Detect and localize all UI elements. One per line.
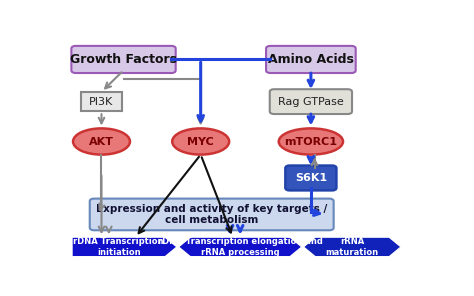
Ellipse shape bbox=[172, 128, 229, 155]
Polygon shape bbox=[303, 237, 401, 257]
Text: rDNA Transcription
initiation: rDNA Transcription initiation bbox=[73, 237, 164, 257]
Ellipse shape bbox=[279, 128, 343, 155]
Text: Amino Acids: Amino Acids bbox=[268, 53, 354, 66]
Text: mTORC1: mTORC1 bbox=[284, 136, 337, 147]
Text: PI3K: PI3K bbox=[90, 96, 114, 107]
Text: rDNA Transcription elongation and
rRNA processing: rDNA Transcription elongation and rRNA p… bbox=[158, 237, 323, 257]
Polygon shape bbox=[72, 237, 177, 257]
FancyBboxPatch shape bbox=[266, 46, 356, 73]
Text: AKT: AKT bbox=[89, 136, 114, 147]
FancyBboxPatch shape bbox=[270, 89, 352, 114]
Text: Growth Factors: Growth Factors bbox=[70, 53, 177, 66]
Text: Rag GTPase: Rag GTPase bbox=[278, 96, 344, 107]
Text: Expression and activity of key targets /
cell metabolism: Expression and activity of key targets /… bbox=[96, 204, 328, 225]
Ellipse shape bbox=[73, 128, 130, 155]
Text: MYC: MYC bbox=[187, 136, 214, 147]
FancyBboxPatch shape bbox=[72, 46, 176, 73]
Text: S6K1: S6K1 bbox=[295, 173, 327, 183]
FancyBboxPatch shape bbox=[285, 165, 337, 190]
Polygon shape bbox=[179, 237, 301, 257]
FancyBboxPatch shape bbox=[90, 199, 334, 230]
FancyBboxPatch shape bbox=[82, 92, 122, 111]
Text: rRNA
maturation: rRNA maturation bbox=[326, 237, 379, 257]
